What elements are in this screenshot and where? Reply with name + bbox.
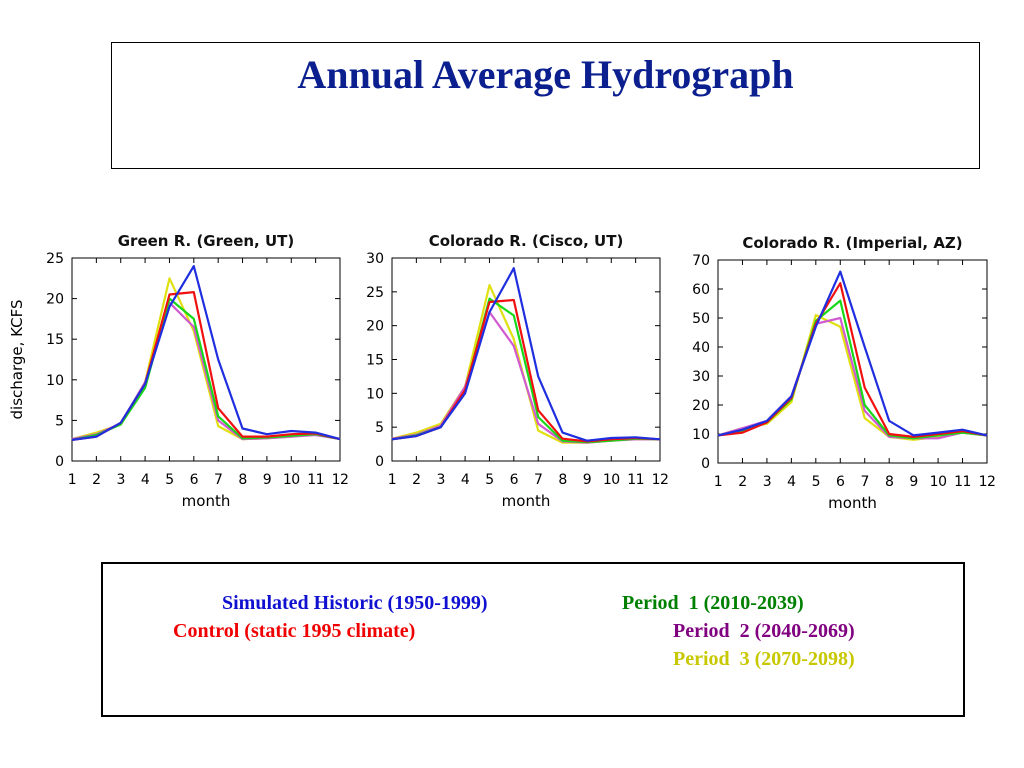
chart-3-ytick-label: 10 — [692, 427, 710, 443]
chart-3-ytick-label: 60 — [692, 282, 710, 298]
chart-1-ytick-label: 25 — [46, 251, 64, 267]
chart-3-ytick-label: 20 — [692, 398, 710, 414]
chart-2-ytick-label: 30 — [366, 251, 384, 267]
chart-3-xtick-label: 3 — [763, 474, 771, 490]
chart-3-xtick-label: 5 — [812, 474, 820, 490]
legend-control: Control (static 1995 climate) — [173, 620, 416, 642]
chart-2-xtick-label: 4 — [461, 472, 470, 488]
chart-1-xtick-label: 4 — [141, 472, 150, 488]
chart-1-title: Green R. (Green, UT) — [118, 232, 294, 250]
chart-1-xlabel: month — [182, 492, 231, 510]
chart-3-xtick-label: 11 — [954, 474, 971, 490]
chart-2-series-historic — [391, 267, 661, 442]
chart-1-xtick-label: 6 — [190, 472, 199, 488]
chart-1-xtick-label: 8 — [238, 472, 246, 488]
chart-2-xtick-label: 8 — [558, 472, 566, 488]
chart-1-ytick-label: 10 — [46, 373, 64, 389]
chart-3-ytick-label: 30 — [692, 369, 710, 385]
chart-3-xtick-label: 8 — [885, 474, 893, 490]
chart-1-series-historic — [71, 264, 341, 441]
chart-1-xtick-label: 12 — [332, 472, 349, 488]
chart-2-ytick-label: 25 — [366, 285, 384, 301]
legend-box: Simulated Historic (1950-1999) Period 1 … — [101, 562, 965, 717]
chart-1-ytick-label: 5 — [55, 413, 64, 429]
chart-2-xlabel: month — [502, 492, 551, 510]
legend-historic: Simulated Historic (1950-1999) — [222, 592, 488, 614]
chart-1-xtick-label: 2 — [92, 472, 100, 488]
chart-2-xtick-label: 11 — [627, 472, 644, 488]
chart-2-ytick-label: 15 — [366, 353, 384, 369]
chart-3-series-control — [717, 282, 988, 438]
chart-2-xtick-label: 12 — [652, 472, 669, 488]
chart-3-title: Colorado R. (Imperial, AZ) — [742, 234, 962, 252]
chart-1-xtick-label: 7 — [214, 472, 222, 488]
chart-3-ytick-label: 50 — [692, 311, 710, 327]
chart-3-xtick-label: 9 — [909, 474, 917, 490]
slide-title: Annual Average Hydrograph — [297, 52, 794, 97]
legend-period-2: Period 2 (2040-2069) — [673, 620, 855, 642]
chart-3-xtick-label: 10 — [930, 474, 947, 490]
legend-period-3: Period 3 (2070-2098) — [673, 648, 855, 670]
chart-1-ytick-label: 15 — [46, 332, 64, 348]
title-box: Annual Average Hydrograph — [111, 42, 980, 169]
chart-3-xlabel: month — [828, 494, 877, 512]
chart-1-series-p1 — [71, 297, 341, 441]
chart-1-xtick-label: 10 — [283, 472, 300, 488]
chart-3-xtick-label: 1 — [714, 474, 722, 490]
chart-3-ytick-label: 0 — [701, 456, 710, 472]
chart-1-xtick-label: 5 — [165, 472, 173, 488]
chart-1-series-p3 — [71, 277, 341, 441]
chart-2-ytick-label: 5 — [375, 420, 384, 436]
chart-2-title: Colorado R. (Cisco, UT) — [429, 232, 624, 250]
chart-2-xtick-label: 3 — [437, 472, 445, 488]
chart-2-xtick-label: 6 — [510, 472, 519, 488]
chart-1-xtick-label: 1 — [68, 472, 76, 488]
chart-3-xtick-label: 4 — [787, 474, 796, 490]
chart-2-ytick-label: 10 — [366, 386, 384, 402]
chart-3-xtick-label: 6 — [836, 474, 845, 490]
chart-2-xtick-label: 10 — [603, 472, 620, 488]
chart-3-series-historic — [717, 270, 988, 437]
chart-2-xtick-label: 5 — [485, 472, 493, 488]
chart-1-xtick-label: 3 — [117, 472, 125, 488]
chart-1-frame — [71, 257, 341, 462]
chart-3-frame — [717, 259, 988, 464]
chart-2-xtick-label: 2 — [412, 472, 420, 488]
chart-1-xtick-label: 9 — [263, 472, 271, 488]
chart-1-ytick-label: 0 — [55, 454, 64, 470]
chart-2-xtick-label: 7 — [534, 472, 542, 488]
chart-3-xtick-label: 12 — [979, 474, 996, 490]
chart-2-ytick-label: 20 — [366, 319, 384, 335]
legend-period-1: Period 1 (2010-2039) — [622, 592, 804, 614]
chart-3-ytick-label: 70 — [692, 253, 710, 269]
chart-1-ytick-label: 20 — [46, 292, 64, 308]
chart-3-xtick-label: 2 — [738, 474, 746, 490]
chart-2-xtick-label: 9 — [583, 472, 591, 488]
chart-1-ylabel: discharge, KCFS — [8, 299, 26, 419]
chart-3-xtick-label: 7 — [861, 474, 869, 490]
chart-2-ytick-label: 0 — [375, 454, 384, 470]
chart-2-series-p2 — [391, 310, 660, 444]
chart-3-ytick-label: 40 — [692, 340, 710, 356]
chart-2-xtick-label: 1 — [388, 472, 396, 488]
chart-1-xtick-label: 11 — [307, 472, 324, 488]
